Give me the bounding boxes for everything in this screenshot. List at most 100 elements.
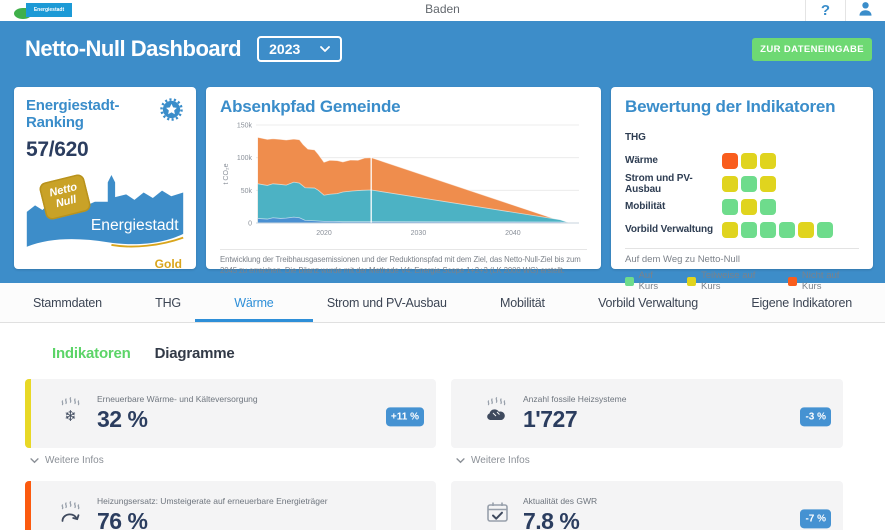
more-info-link[interactable]: Weitere Infos — [456, 455, 843, 466]
status-square-yellow — [722, 221, 738, 238]
tab-eigene-indikatoren[interactable]: Eigene Indikatoren — [751, 295, 852, 310]
legend-label: Teilweise auf Kurs — [701, 270, 756, 292]
logo-text: Energiestadt — [26, 2, 72, 17]
tab-w-rme[interactable]: Wärme — [234, 283, 273, 322]
rating-row: Vorbild Verwaltung — [625, 218, 859, 241]
tab-strom-und-pv-ausbau[interactable]: Strom und PV-Ausbau — [326, 295, 447, 310]
legend-item: Nicht auf Kurs — [788, 270, 859, 292]
kpi-accent-bar — [25, 379, 31, 448]
kpi-card: Heizungsersatz: Umsteigerate auf erneuer… — [25, 481, 436, 530]
app-logo[interactable]: Energiestadt — [14, 2, 72, 19]
kpi-card: Anzahl fossile Heizsysteme 1'727 -3 % — [451, 379, 843, 448]
status-square-yellow — [760, 175, 776, 192]
rating-rows: THG Wärme Strom und PV-Ausbau Mobilität Vorb… — [625, 126, 859, 241]
ranking-card-title: Energiestadt-Ranking — [26, 97, 120, 132]
rating-footer-label: Auf dem Weg zu Netto-Null — [625, 254, 740, 265]
svg-text:t CO₂e: t CO₂e — [223, 163, 230, 184]
svg-text:2020: 2020 — [316, 230, 332, 237]
rating-row: Wärme — [625, 149, 859, 172]
ranking-value: 57/620 — [26, 137, 89, 161]
location-label: Baden — [425, 2, 460, 16]
rating-row-label: THG — [625, 132, 646, 143]
heating-replacement-icon — [57, 498, 87, 530]
more-info-label: Weitere Infos — [471, 455, 530, 466]
status-square-green — [779, 221, 795, 238]
more-info-link[interactable]: Weitere Infos — [30, 455, 436, 466]
svg-text:150k: 150k — [237, 123, 253, 130]
kpi-cell: Heizungsersatz: Umsteigerate auf erneuer… — [25, 481, 436, 530]
tab-vorbild-verwaltung[interactable]: Vorbild Verwaltung — [598, 295, 699, 310]
page-title: Netto-Null Dashboard — [25, 36, 242, 61]
kpi-trend-badge: -3 % — [800, 406, 831, 426]
year-select[interactable]: 2023 — [257, 36, 343, 62]
kpi-grid: ❄ Erneuerbare Wärme- und Kälteversorgung 3… — [25, 379, 843, 530]
sub-tabs: Indikatoren Diagramme — [52, 345, 885, 362]
user-button[interactable] — [845, 0, 885, 21]
heating-cooling-icon: ❄ — [57, 396, 87, 431]
tab-stammdaten[interactable]: Stammdaten — [33, 295, 102, 310]
status-square-green — [741, 175, 757, 192]
subtab-indikatoren[interactable]: Indikatoren — [52, 345, 131, 362]
calendar-check-icon — [483, 498, 513, 530]
ranking-card: Energiestadt-Ranking 57/620 Energiestadt — [14, 87, 196, 271]
ranking-level: Gold — [154, 256, 182, 271]
more-info-label: Weitere Infos — [45, 455, 104, 466]
status-square-green — [760, 221, 776, 238]
rating-card: Bewertung der Indikatoren THG Wärme Strom … — [611, 87, 873, 292]
tab-thg[interactable]: THG — [155, 295, 181, 310]
divider — [625, 248, 859, 249]
kpi-trend-badge: +11 % — [385, 406, 424, 426]
kpi-card: ❄ Erneuerbare Wärme- und Kälteversorgung 3… — [25, 379, 436, 448]
kpi-accent-bar — [25, 481, 31, 530]
main-tabs: Stammdaten THG Wärme Strom und PV-Ausbau Mob… — [0, 283, 885, 323]
topbar: Energiestadt Baden ? — [0, 0, 885, 21]
kpi-cell: Anzahl fossile Heizsysteme 1'727 -3 % Weite… — [451, 379, 843, 481]
header-cards: Energiestadt-Ranking 57/620 Energiestadt — [14, 87, 873, 292]
svg-text:2040: 2040 — [505, 230, 521, 237]
legend-square-red — [788, 276, 797, 286]
rating-row-label: Wärme — [625, 155, 658, 166]
status-square-yellow — [722, 175, 738, 192]
status-square-green — [817, 221, 833, 238]
rating-card-title: Bewertung der Indikatoren — [625, 97, 836, 116]
person-icon — [857, 0, 874, 22]
rating-row: Mobilität — [625, 195, 859, 218]
chart-caption: Entwicklung der Treibhausgasemissionen u… — [220, 249, 587, 277]
kpi-value: 32 % — [97, 406, 148, 432]
kpi-label: Anzahl fossile Heizsysteme — [523, 394, 627, 404]
chart-card: Absenkpfad Gemeinde 0 50k 100k 150k 2020 2030… — [206, 87, 601, 275]
legend-item: Auf Kurs — [625, 270, 673, 292]
legend-label: Nicht auf Kurs — [801, 270, 840, 292]
help-button[interactable]: ? — [805, 0, 845, 21]
status-square-green — [741, 221, 757, 238]
status-square-yellow — [760, 152, 776, 169]
kpi-cell: ❄ Erneuerbare Wärme- und Kälteversorgung 3… — [25, 379, 436, 481]
fossil-heating-icon — [483, 396, 513, 431]
status-square-green — [760, 198, 776, 215]
kpi-value: 76 % — [97, 508, 148, 530]
legend-item: Teilweise auf Kurs — [687, 270, 774, 292]
chart-card-title: Absenkpfad Gemeinde — [220, 97, 401, 116]
kpi-label: Erneuerbare Wärme- und Kälteversorgung — [97, 394, 258, 404]
rating-row-label: Strom und PV-Ausbau — [625, 172, 693, 195]
kpi-trend-badge: -7 % — [800, 508, 831, 528]
kpi-card: Aktualität des GWR 7.8 % -7 % — [451, 481, 843, 530]
data-entry-button[interactable]: ZUR DATENEINGABE — [752, 37, 872, 61]
tab-mobilit-t[interactable]: Mobilität — [500, 295, 545, 310]
topbar-actions: ? — [805, 0, 885, 21]
status-square-yellow — [741, 152, 757, 169]
svg-text:❄: ❄ — [64, 408, 77, 425]
chevron-down-icon — [30, 457, 39, 464]
emissions-area-chart: 0 50k 100k 150k 2020 2030 2040 t CO₂e — [223, 123, 579, 237]
chevron-down-icon — [320, 45, 331, 53]
rating-row: Strom und PV-Ausbau — [625, 172, 859, 195]
status-square-yellow — [798, 221, 814, 238]
skyline-label: Energiestadt — [91, 217, 179, 234]
logo-leaf-icon — [14, 7, 32, 19]
kpi-value: 1'727 — [523, 406, 578, 432]
kpi-label: Aktualität des GWR — [523, 496, 598, 506]
status-square-yellow — [741, 198, 757, 215]
subtab-diagramme[interactable]: Diagramme — [154, 345, 235, 362]
energiestadt-skyline: Energiestadt Netto Null — [26, 164, 184, 261]
